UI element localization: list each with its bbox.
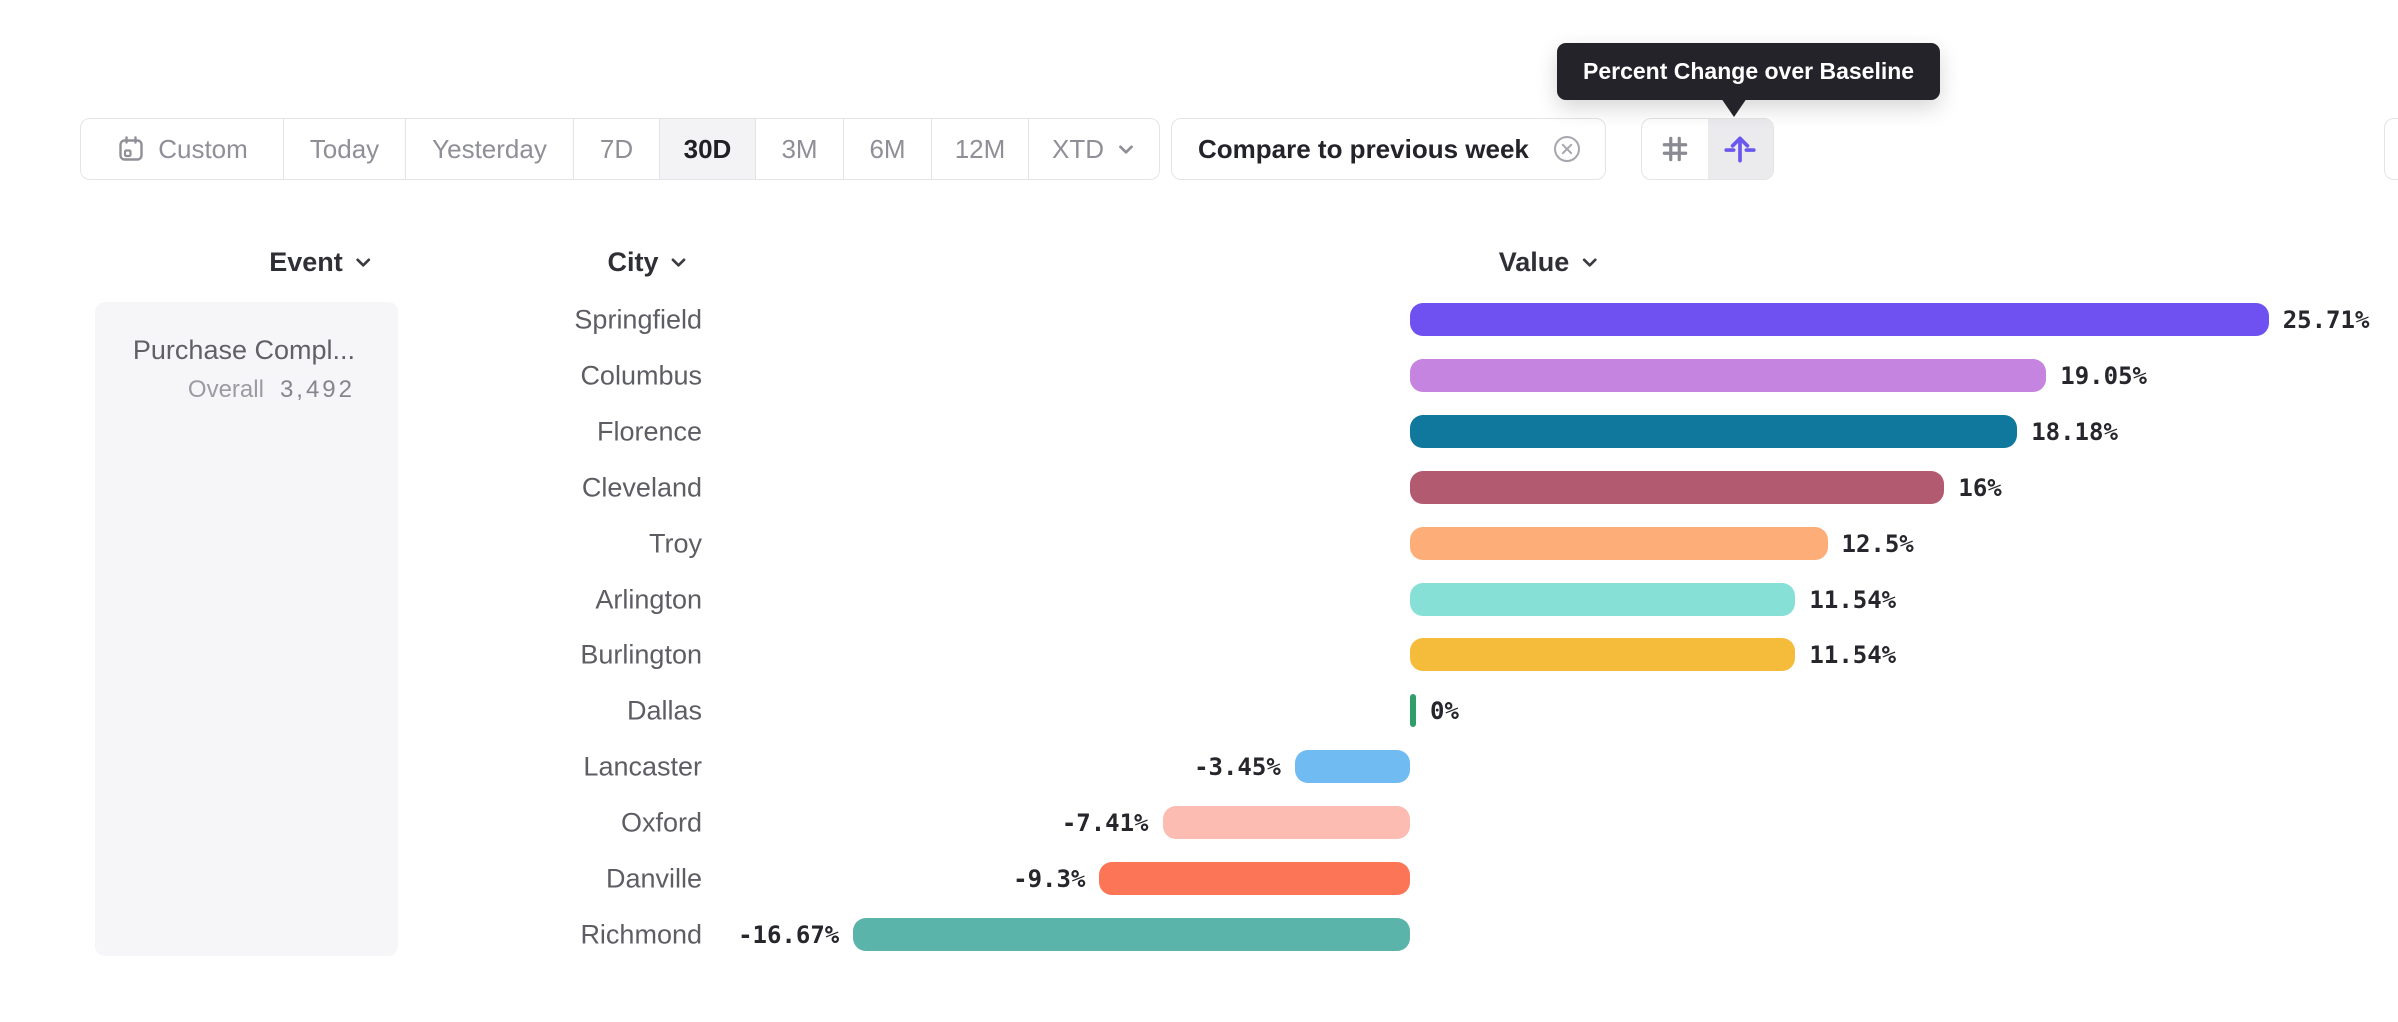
- date-range-6m[interactable]: 6M: [844, 119, 932, 179]
- value-label: -16.67%: [738, 920, 840, 949]
- bar-burlington[interactable]: [1410, 638, 1796, 672]
- tooltip-text: Percent Change over Baseline: [1583, 58, 1915, 84]
- chart-row-richmond: Richmond -16.67%: [0, 907, 2398, 963]
- date-range-today[interactable]: Today: [284, 119, 406, 179]
- bar-springfield[interactable]: [1410, 303, 2269, 336]
- value-label: -9.3%: [1013, 865, 1086, 893]
- chart-row-oxford: Oxford -7.41%: [0, 795, 2398, 851]
- date-range-xtd[interactable]: XTD: [1029, 119, 1159, 179]
- arrow-up-over-baseline-icon: [1722, 131, 1758, 167]
- column-header-event[interactable]: Event: [269, 246, 373, 278]
- city-label: Arlington: [595, 584, 702, 614]
- event-overall: Overall 3,492: [188, 376, 355, 404]
- value-label: 18.18%: [2031, 417, 2118, 446]
- date-range-3m[interactable]: 3M: [756, 119, 844, 179]
- percent-baseline-button[interactable]: [1707, 119, 1773, 179]
- city-label: Lancaster: [583, 751, 702, 782]
- chevron-down-icon: [1579, 252, 1599, 272]
- city-label: Richmond: [580, 919, 702, 950]
- city-label: Columbus: [580, 360, 702, 391]
- chart-row-columbus: Columbus 19.05%: [0, 348, 2398, 404]
- bar-troy[interactable]: [1410, 526, 1828, 560]
- date-range-label: 3M: [781, 133, 818, 164]
- column-header-event-label: Event: [269, 246, 343, 277]
- city-label: Springfield: [574, 304, 702, 335]
- event-overall-value: 3,492: [279, 376, 355, 403]
- city-label: Florence: [596, 416, 702, 447]
- close-circle-icon[interactable]: [1551, 133, 1583, 165]
- value-label: 11.54%: [1809, 585, 1897, 614]
- city-label: Cleveland: [581, 472, 702, 503]
- bar-cleveland[interactable]: [1410, 470, 1945, 504]
- event-overall-label: Overall: [187, 376, 264, 403]
- date-range-label: 30D: [683, 133, 732, 164]
- column-header-city[interactable]: City: [607, 246, 688, 278]
- chart-row-troy: Troy 12.5%: [0, 516, 2398, 572]
- bar-dallas[interactable]: [1410, 694, 1416, 728]
- chart-row-dallas: Dallas 0%: [0, 683, 2398, 739]
- bar-florence[interactable]: [1410, 414, 2018, 448]
- date-range-group: Custom Today Yesterday 7D 30D 3M 6M 12M XTD: [80, 118, 1160, 180]
- value-label: 25.71%: [2282, 306, 2370, 334]
- value-label: 12.5%: [1841, 529, 1914, 558]
- date-range-label: XTD: [1052, 133, 1104, 164]
- chevron-down-icon: [669, 252, 689, 272]
- chart-row-lancaster: Lancaster -3.45%: [0, 739, 2398, 795]
- city-label: Dallas: [626, 695, 702, 726]
- chevron-down-icon: [353, 252, 373, 272]
- date-range-label: Today: [309, 133, 380, 164]
- tooltip-caret: [1721, 98, 1747, 117]
- chart-row-florence: Florence 18.18%: [0, 404, 2398, 460]
- calendar-icon: [116, 134, 146, 164]
- chevron-down-icon: [1116, 139, 1136, 159]
- city-label: Troy: [649, 528, 702, 559]
- event-name: Purchase Compl...: [132, 335, 355, 365]
- value-label: 0%: [1430, 697, 1459, 726]
- value-label: 16%: [1958, 473, 2002, 502]
- bar-arlington[interactable]: [1410, 582, 1796, 616]
- date-range-7d[interactable]: 7D: [574, 119, 660, 179]
- city-label: Burlington: [580, 639, 702, 670]
- value-label: -3.45%: [1194, 753, 1281, 782]
- grid-view-button[interactable]: [1642, 119, 1708, 179]
- date-range-30d[interactable]: 30D: [660, 119, 756, 179]
- date-range-label: Custom: [158, 133, 248, 164]
- date-range-yesterday[interactable]: Yesterday: [406, 119, 574, 179]
- column-header-value-label: Value: [1498, 246, 1570, 277]
- hash-grid-icon: [1659, 133, 1691, 165]
- city-label: Danville: [605, 863, 702, 894]
- value-label: -7.41%: [1061, 809, 1149, 838]
- value-label: 11.54%: [1809, 641, 1897, 670]
- bar-lancaster[interactable]: [1294, 750, 1410, 784]
- value-label: 19.05%: [2060, 361, 2147, 390]
- date-range-12m[interactable]: 12M: [932, 119, 1029, 179]
- column-header-city-label: City: [607, 246, 659, 277]
- event-card[interactable]: Purchase Compl... Overall 3,492: [95, 302, 398, 956]
- bar-danville[interactable]: [1099, 862, 1410, 895]
- date-range-label: Yesterday: [432, 133, 547, 164]
- city-label: Oxford: [620, 807, 702, 838]
- view-toggle-group: [1641, 118, 1774, 180]
- date-range-label: 12M: [954, 133, 1006, 164]
- chart-row-burlington: Burlington 11.54%: [0, 627, 2398, 683]
- chart-row-arlington: Arlington 11.54%: [0, 572, 2398, 628]
- compare-chip-label: Compare to previous week: [1198, 133, 1529, 164]
- bar-columbus[interactable]: [1410, 358, 2047, 392]
- bar-oxford[interactable]: [1162, 806, 1410, 840]
- date-range-label: 6M: [869, 133, 906, 164]
- date-range-label: 7D: [599, 133, 634, 164]
- chart-row-danville: Danville -9.3%: [0, 851, 2398, 907]
- date-range-custom[interactable]: Custom: [81, 119, 284, 179]
- bar-richmond[interactable]: [853, 917, 1410, 951]
- compare-chip[interactable]: Compare to previous week: [1171, 118, 1606, 180]
- tooltip: Percent Change over Baseline: [1557, 43, 1941, 100]
- partial-button-right-edge[interactable]: [2384, 118, 2398, 180]
- chart-row-cleveland: Cleveland 16%: [0, 460, 2398, 516]
- column-header-value[interactable]: Value: [1499, 246, 1600, 278]
- chart-row-springfield: Springfield 25.71%: [0, 292, 2398, 348]
